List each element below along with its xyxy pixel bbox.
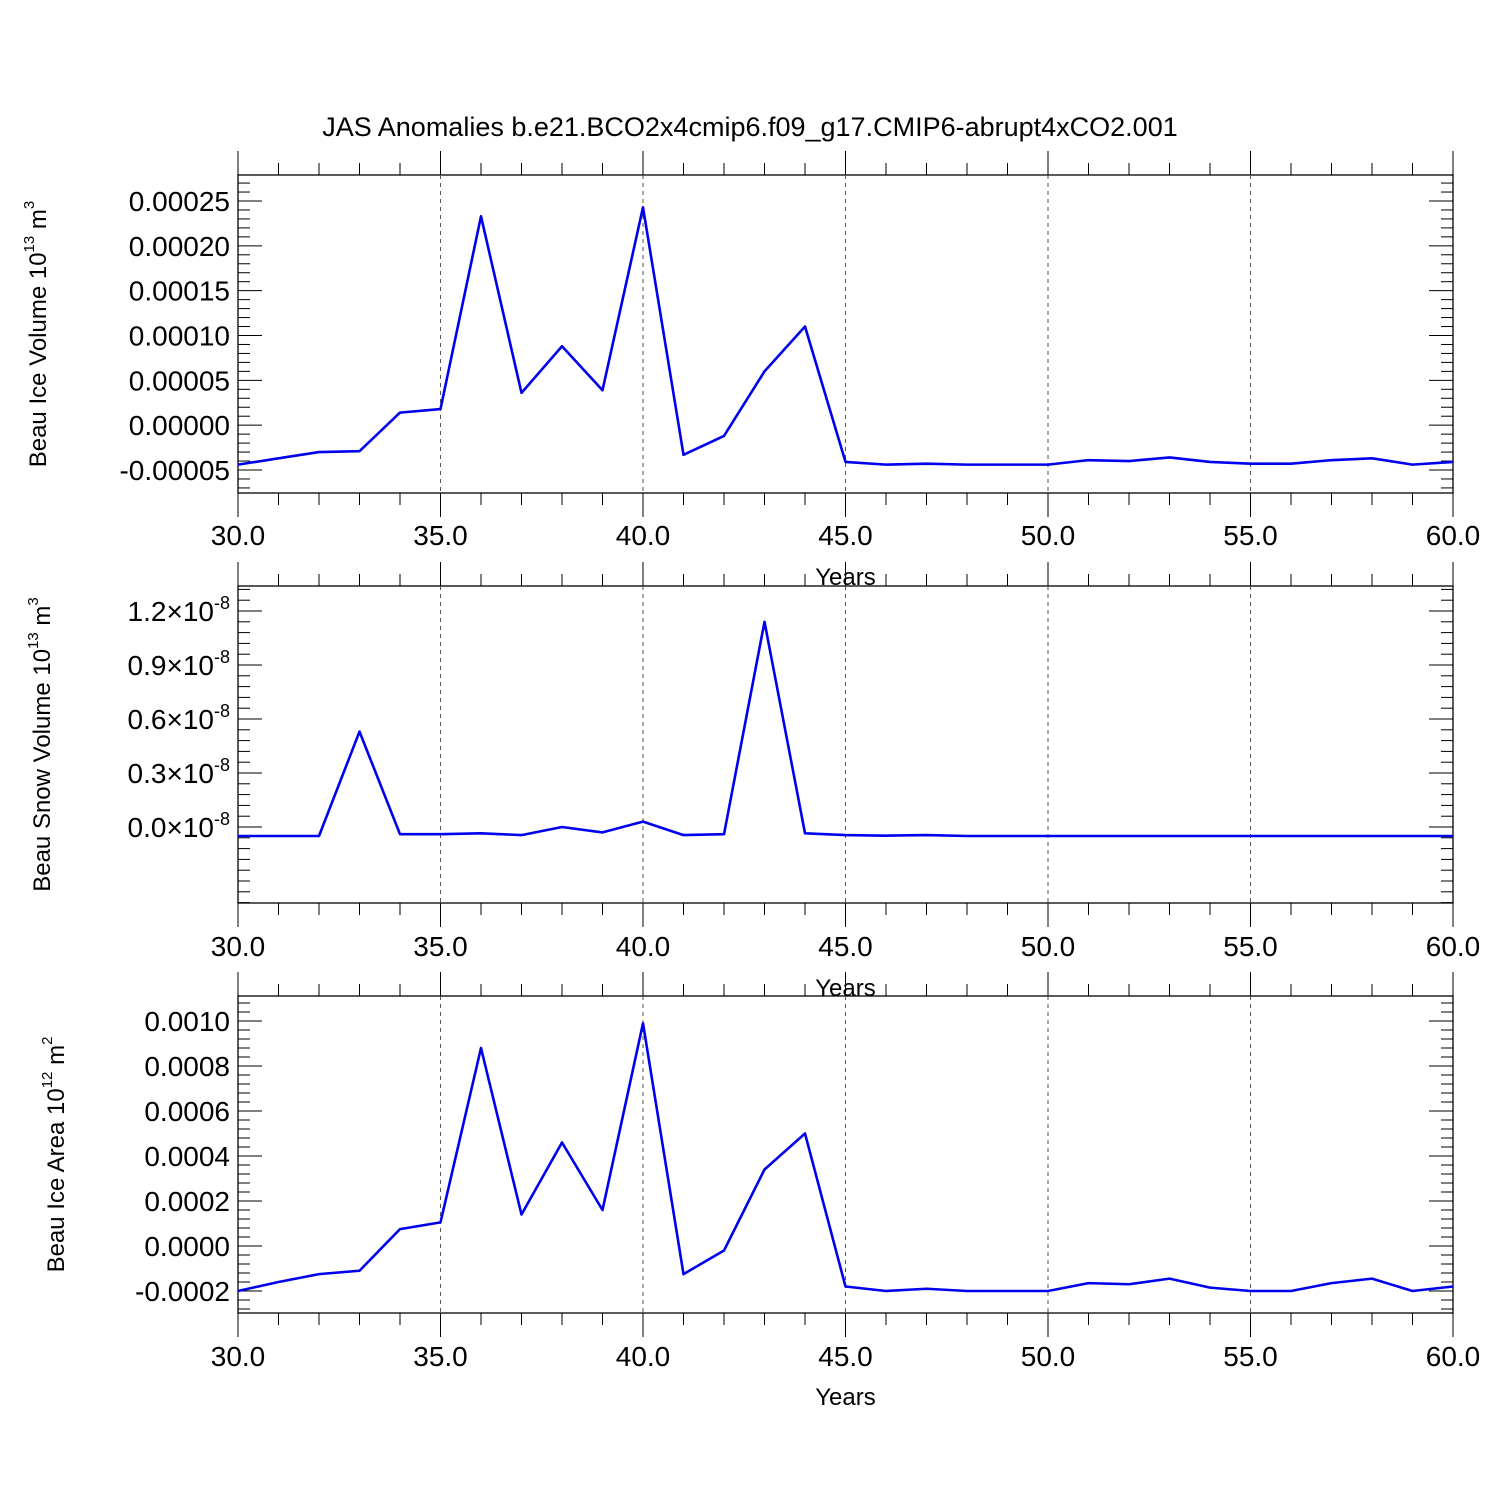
y-tick-label: 0.0006 (144, 1096, 230, 1127)
x-tick-label: 40.0 (616, 1341, 671, 1372)
y-tick-label: 0.00010 (129, 321, 230, 352)
panel-ice-area: 30.0 35.0 40.0 45.0 50.0 55.0 60.0 Years -0.0002… (39, 972, 1480, 1411)
y-tick-label: -0.0002 (135, 1276, 230, 1307)
figure-title: JAS Anomalies b.e21.BCO2x4cmip6.f09_g17.… (322, 112, 1178, 142)
y-tick-label: 0.0004 (144, 1141, 230, 1172)
x-tick-label: 30.0 (211, 520, 266, 551)
x-tick-label: 50.0 (1021, 1341, 1076, 1372)
plot-frame (237, 174, 1454, 494)
y-tick-label: 0.00020 (129, 231, 230, 262)
x-tick-label: 45.0 (818, 931, 873, 962)
y-tick-label: 0.0000 (144, 1231, 230, 1262)
x-tick-label: 45.0 (818, 1341, 873, 1372)
y-tick-label: 0.0008 (144, 1051, 230, 1082)
y-tick-label: -0.00005 (119, 455, 230, 486)
x-tick-label: 40.0 (616, 931, 671, 962)
y-axis-label: Beau Snow Volume 1013 m3 (25, 597, 56, 892)
y-tick-label: 0.0×10-8 (128, 809, 230, 843)
x-tick-label: 35.0 (413, 931, 468, 962)
x-tick-label: 60.0 (1426, 1341, 1481, 1372)
x-axis-label: Years (815, 1384, 876, 1411)
y-tick-label: 0.00025 (129, 186, 230, 217)
plot-frame (237, 585, 1454, 904)
y-axis-label: Beau Ice Area 1012 m2 (39, 1037, 70, 1273)
y-tick-label: 0.00000 (129, 410, 230, 441)
x-tick-label: 30.0 (211, 931, 266, 962)
y-axis-label: Beau Ice Volume 1013 m3 (21, 201, 52, 468)
x-tick-label: 60.0 (1426, 931, 1481, 962)
x-tick-label: 40.0 (616, 520, 671, 551)
x-tick-label: 45.0 (818, 520, 873, 551)
y-tick-label: 0.9×10-8 (128, 647, 230, 681)
y-tick-label: 0.3×10-8 (128, 755, 230, 789)
y-tick-label: 0.00015 (129, 276, 230, 307)
x-tick-label: 55.0 (1223, 520, 1278, 551)
y-tick-label: 1.2×10-8 (128, 593, 230, 627)
x-tick-label: 35.0 (413, 520, 468, 551)
x-tick-label: 35.0 (413, 1341, 468, 1372)
y-tick-label: 0.0002 (144, 1186, 230, 1217)
plot-frame (237, 995, 1454, 1314)
x-tick-label: 55.0 (1223, 1341, 1278, 1372)
x-tick-label: 55.0 (1223, 931, 1278, 962)
x-tick-label: 30.0 (211, 1341, 266, 1372)
panel-ice-volume: 30.0 35.0 40.0 45.0 50.0 55.0 60.0Years-0.0000… (21, 151, 1480, 591)
x-tick-label: 50.0 (1021, 520, 1076, 551)
y-tick-label: 0.00005 (129, 365, 230, 396)
x-tick-label: 50.0 (1021, 931, 1076, 962)
x-tick-label: 60.0 (1426, 520, 1481, 551)
panel-snow-volume: 30.0 35.0 40.0 45.0 50.0 55.0 60.0Years0.0×10-… (25, 562, 1480, 1002)
y-tick-label: 0.6×10-8 (128, 701, 230, 735)
y-tick-label: 0.0010 (144, 1006, 230, 1037)
